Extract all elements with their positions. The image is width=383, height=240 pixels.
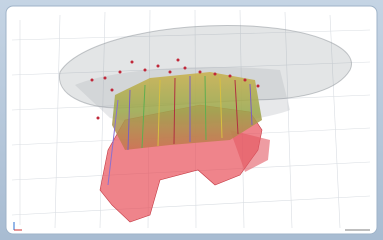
collar <box>111 89 114 92</box>
collar <box>257 85 260 88</box>
collar <box>229 75 232 78</box>
page: 3D model view {} html, body { margin: 0;… <box>0 0 383 240</box>
collar <box>97 117 100 120</box>
collar <box>157 65 160 68</box>
collar <box>91 79 94 82</box>
collar <box>177 59 180 62</box>
body <box>0 0 383 240</box>
collar <box>104 77 107 80</box>
collar <box>144 69 147 72</box>
collar <box>184 67 187 70</box>
viewport <box>0 0 383 240</box>
collar <box>169 71 172 74</box>
collar <box>131 61 134 64</box>
collar <box>119 71 122 74</box>
collar <box>214 73 217 76</box>
collar <box>244 79 247 82</box>
collar <box>199 71 202 74</box>
